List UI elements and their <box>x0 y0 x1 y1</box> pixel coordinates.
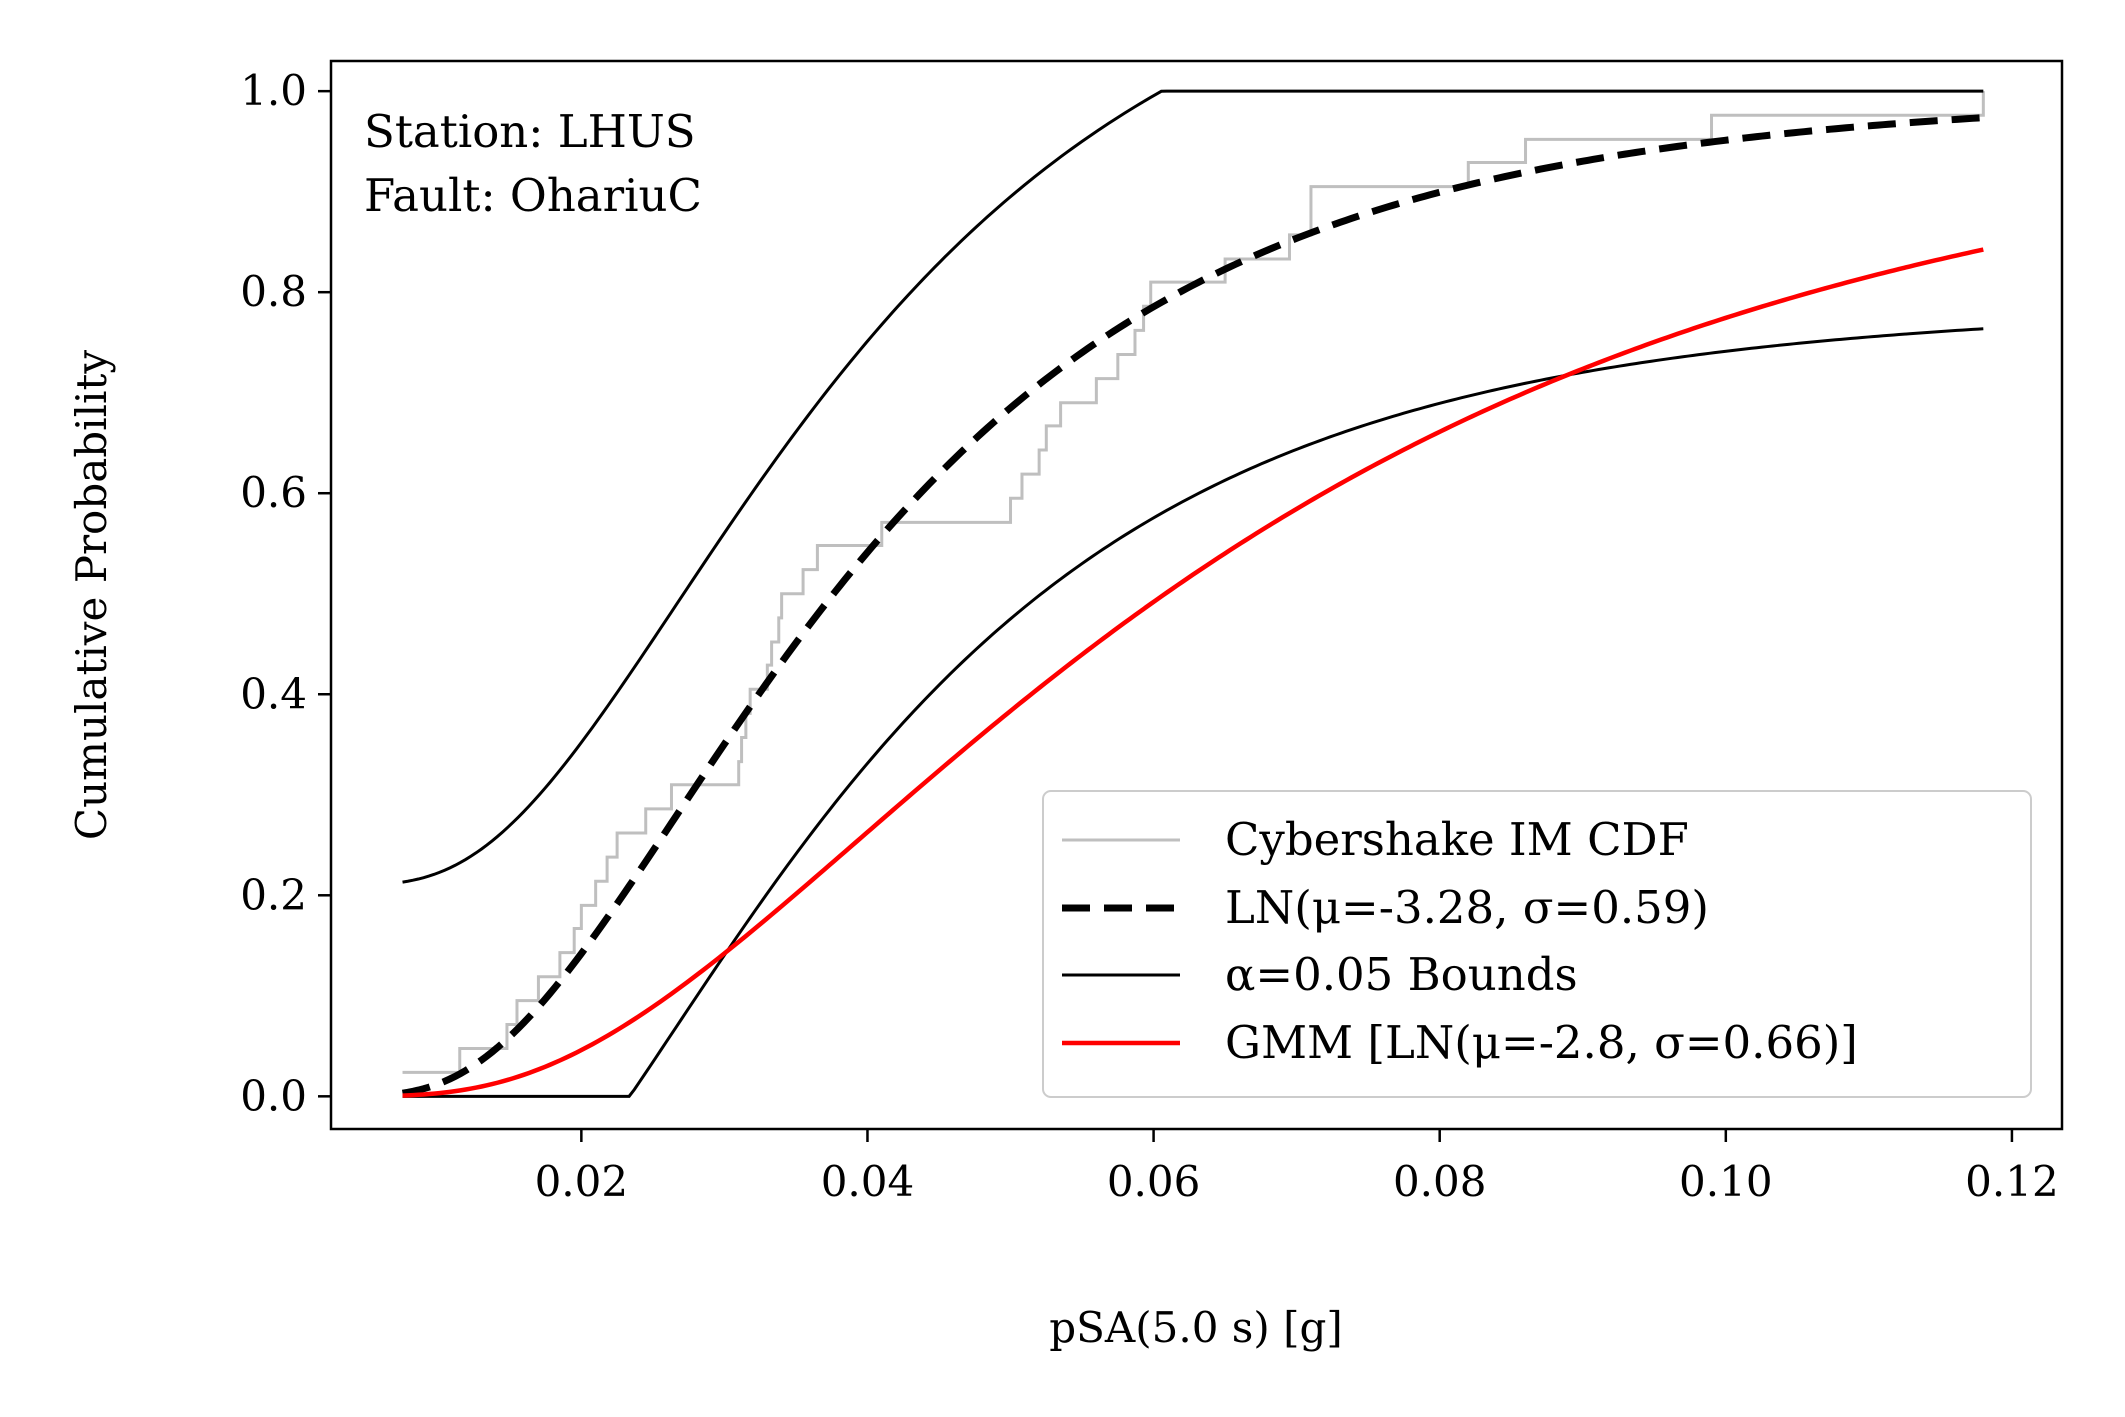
plot-frame <box>329 59 2064 1131</box>
plot-series <box>401 89 1985 1098</box>
x-axis: 0.02 0.04 0.06 0.08 0.10 0.12 <box>535 1129 2059 1206</box>
series-lower-bound <box>402 327 1984 1098</box>
y-axis-label: Cumulative Probability <box>67 350 116 840</box>
legend-label-gmm: GMM [LN(μ=-2.8, σ=0.66)] <box>1225 1016 1858 1069</box>
series-ln-fit <box>401 114 1984 1097</box>
legend-label-ln-fit: LN(μ=-3.28, σ=0.59) <box>1225 881 1709 934</box>
legend-label-bounds: α=0.05 Bounds <box>1225 948 1578 1001</box>
x-tick-label-0: 0.02 <box>535 1157 629 1206</box>
y-axis: 0.0 0.2 0.4 0.6 0.8 1.0 <box>240 66 331 1120</box>
station-annotation: Station: LHUS <box>364 105 696 158</box>
legend: Cybershake IM CDF LN(μ=-3.28, σ=0.59) α=… <box>1042 790 2032 1098</box>
x-axis-label: pSA(5.0 s) [g] <box>1049 1303 1342 1352</box>
series-gmm <box>402 247 1984 1098</box>
x-tick-label-5: 0.12 <box>1965 1157 2059 1206</box>
x-tick-label-1: 0.04 <box>821 1157 915 1206</box>
x-tick-label-2: 0.06 <box>1107 1157 1201 1206</box>
fault-annotation: Fault: OhariuC <box>364 169 702 222</box>
series-upper-bound <box>402 89 1984 884</box>
x-tick-label-4: 0.10 <box>1679 1157 1773 1206</box>
x-tick-label-3: 0.08 <box>1393 1157 1487 1206</box>
y-tick-label-4: 0.8 <box>240 267 307 316</box>
legend-box <box>1042 790 2032 1098</box>
y-tick-label-0: 0.0 <box>240 1071 307 1120</box>
y-tick-label-2: 0.4 <box>240 669 307 718</box>
y-tick-label-1: 0.2 <box>240 870 307 919</box>
y-tick-label-5: 1.0 <box>240 66 307 115</box>
legend-label-cybershake: Cybershake IM CDF <box>1225 813 1689 866</box>
y-tick-label-3: 0.6 <box>240 468 307 517</box>
